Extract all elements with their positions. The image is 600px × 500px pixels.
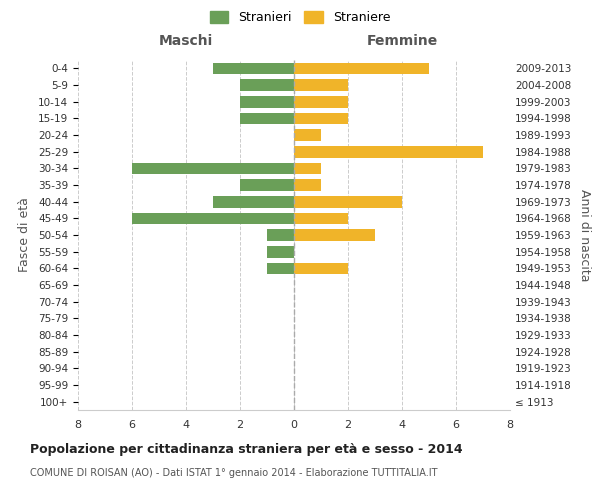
- Bar: [267, 262, 294, 274]
- Bar: [132, 212, 294, 224]
- Bar: [294, 262, 348, 274]
- Y-axis label: Anni di nascita: Anni di nascita: [578, 188, 591, 281]
- Bar: [267, 246, 294, 258]
- Bar: [240, 179, 294, 191]
- Y-axis label: Fasce di età: Fasce di età: [18, 198, 31, 272]
- Bar: [294, 62, 429, 74]
- Bar: [213, 196, 294, 207]
- Bar: [294, 196, 402, 207]
- Text: COMUNE DI ROISAN (AO) - Dati ISTAT 1° gennaio 2014 - Elaborazione TUTTITALIA.IT: COMUNE DI ROISAN (AO) - Dati ISTAT 1° ge…: [30, 468, 437, 477]
- Bar: [294, 112, 348, 124]
- Bar: [294, 162, 321, 174]
- Bar: [240, 79, 294, 91]
- Bar: [267, 229, 294, 241]
- Bar: [294, 79, 348, 91]
- Bar: [294, 212, 348, 224]
- Legend: Stranieri, Straniere: Stranieri, Straniere: [205, 6, 395, 29]
- Bar: [294, 179, 321, 191]
- Bar: [240, 96, 294, 108]
- Bar: [213, 62, 294, 74]
- Bar: [132, 162, 294, 174]
- Bar: [294, 229, 375, 241]
- Text: Femmine: Femmine: [367, 34, 437, 48]
- Bar: [240, 112, 294, 124]
- Text: Maschi: Maschi: [159, 34, 213, 48]
- Bar: [294, 96, 348, 108]
- Bar: [294, 146, 483, 158]
- Bar: [294, 129, 321, 141]
- Text: Popolazione per cittadinanza straniera per età e sesso - 2014: Popolazione per cittadinanza straniera p…: [30, 442, 463, 456]
